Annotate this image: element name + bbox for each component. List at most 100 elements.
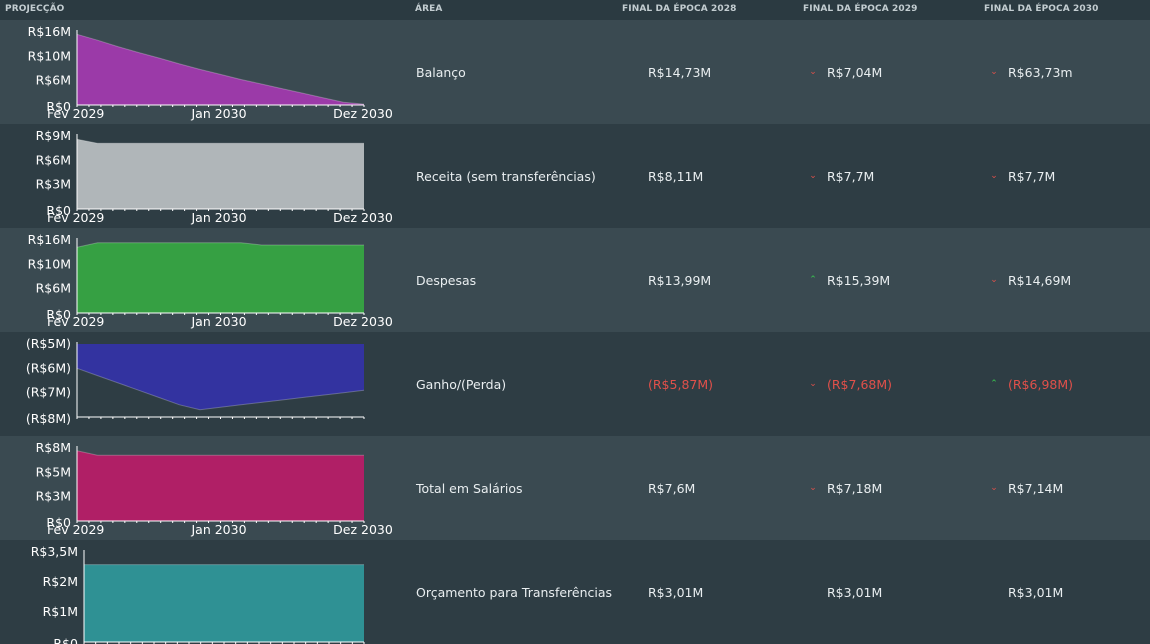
season-2029-value: (R$7,68M) — [827, 376, 893, 392]
chart-area-series — [77, 450, 364, 521]
trend-down-icon: ⌄ — [809, 483, 817, 493]
trend-up-icon: ⌃ — [990, 379, 998, 389]
chart-x-tick-label: Jan 2030 — [190, 106, 246, 121]
chart-x-tick-label: Fev 2029 — [47, 314, 104, 329]
season-2028-value: (R$5,87M) — [648, 376, 714, 392]
season-2028-column-header[interactable]: FINAL DA ÉPOCA 2028 — [622, 4, 737, 14]
season-2029-value-cell: ⌄ R$7,18M — [809, 436, 882, 540]
season-2028-value-cell: R$8,11M — [648, 124, 703, 228]
season-2029-value: R$7,7M — [827, 168, 875, 184]
table-row[interactable]: R$9M R$6M R$3M R$0 Fev 2029 Jan 2030 Dez 2030 R… — [0, 124, 1150, 228]
chart-y-tick-label: R$9M — [36, 128, 71, 143]
trend-down-icon: ⌄ — [990, 171, 998, 181]
chart-series-edge — [76, 242, 364, 248]
table-row[interactable]: R$16M R$10M R$6M R$0 Fev 2029 Jan 2030 Dez 203… — [0, 228, 1150, 332]
table-row[interactable]: R$8M R$5M R$3M R$0 Fev 2029 Jan 2030 Dez 2030 T… — [0, 436, 1150, 540]
season-2030-value: R$3,01M — [1008, 584, 1064, 600]
season-2028-value: R$3,01M — [648, 584, 704, 600]
chart-series-edge — [76, 33, 365, 105]
trend-down-icon: ⌄ — [809, 379, 817, 389]
season-2030-value: R$14,69M — [1008, 272, 1072, 288]
chart-area-series — [77, 34, 364, 105]
season-2030-value-cell: R$3,01M — [990, 540, 1063, 644]
chart-y-tick-label: R$3M — [36, 177, 71, 192]
chart-x-tick-label: Jan 2030 — [190, 314, 246, 329]
chart-y-tick-label: R$16M — [28, 232, 71, 247]
season-2028-value: R$7,6M — [648, 480, 696, 496]
season-2028-value: R$14,73M — [648, 64, 712, 80]
projection-chart: (R$5M) (R$6M) (R$7M) (R$8M) — [26, 336, 365, 426]
season-2029-value-cell: ⌄ R$7,7M — [809, 124, 874, 228]
season-2028-value-cell: R$3,01M — [648, 540, 703, 644]
season-2030-value: R$63,73m — [1008, 64, 1073, 80]
trend-up-icon: ⌃ — [809, 275, 817, 285]
area-label: Total em Salários — [416, 480, 523, 496]
area-column-header[interactable]: ÁREA — [415, 4, 443, 14]
chart-y-tick-label: R$3M — [36, 489, 71, 504]
season-2029-value-cell: ⌄ (R$7,68M) — [809, 332, 892, 436]
season-2030-column-header[interactable]: FINAL DA ÉPOCA 2030 — [984, 4, 1099, 14]
chart-y-tick-label: R$1M — [43, 604, 78, 619]
area-label: Orçamento para Transferências — [416, 584, 613, 600]
chart-x-tick-label: Dez 2030 — [333, 106, 393, 121]
trend-down-icon: ⌄ — [809, 67, 817, 77]
chart-y-tick-label: R$10M — [28, 256, 71, 271]
season-2030-value-cell: ⌃ (R$6,98M) — [990, 332, 1073, 436]
chart-x-tick-label: Fev 2029 — [47, 210, 104, 225]
chart-y-tick-label: R$8M — [36, 440, 71, 455]
chart-y-tick-label: (R$5M) — [26, 336, 71, 351]
chart-y-tick-label: R$3,5M — [31, 544, 78, 559]
season-2029-column-header[interactable]: FINAL DA ÉPOCA 2029 — [803, 4, 918, 14]
chart-y-tick-label: (R$6M) — [26, 360, 71, 375]
chart-y-tick-label: R$6M — [36, 73, 71, 88]
chart-y-tick-label: R$10M — [28, 48, 71, 63]
season-2028-value: R$13,99M — [648, 272, 712, 288]
table-row[interactable]: R$16M R$10M R$6M R$0 Fev 2029 Jan 2030 Dez 203… — [0, 20, 1150, 124]
season-2029-value-cell: ⌄ R$7,04M — [809, 20, 882, 124]
season-2028-value-cell: R$13,99M — [648, 228, 711, 332]
trend-down-icon: ⌄ — [990, 67, 998, 77]
season-2029-value: R$15,39M — [827, 272, 891, 288]
trend-down-icon: ⌄ — [809, 171, 817, 181]
chart-series-edge — [76, 450, 364, 456]
trend-down-icon: ⌄ — [990, 275, 998, 285]
chart-series-edge — [76, 367, 365, 411]
season-2028-value-cell: R$14,73M — [648, 20, 711, 124]
chart-y-tick-label: R$2M — [43, 574, 78, 589]
chart-y-tick-label: R$16M — [28, 24, 71, 39]
chart-y-tick-label: R$6M — [36, 281, 71, 296]
chart-y-tick-label: (R$8M) — [26, 411, 71, 426]
chart-y-tick-label: R$5M — [36, 464, 71, 479]
table-row[interactable]: R$3,5M R$2M R$1M R$0 Orçamento para Transfer… — [0, 540, 1150, 644]
chart-area-series — [77, 139, 364, 209]
season-2030-value: (R$6,98M) — [1008, 376, 1074, 392]
season-2030-value-cell: ⌄ R$7,14M — [990, 436, 1063, 540]
season-2029-value-cell: R$3,01M — [809, 540, 882, 644]
projection-chart: R$3,5M R$2M R$1M R$0 — [31, 544, 365, 644]
area-label: Despesas — [416, 272, 477, 288]
chart-y-tick-label: R$0 — [46, 515, 71, 530]
chart-area-series — [77, 242, 364, 313]
season-2030-value: R$7,14M — [1008, 480, 1064, 496]
season-2030-value-cell: ⌄ R$63,73m — [990, 20, 1073, 124]
chart-y-tick-label: R$0 — [46, 307, 71, 322]
chart-x-tick-label: Dez 2030 — [333, 210, 393, 225]
chart-y-tick-label: R$0 — [46, 99, 71, 114]
area-label: Balanço — [416, 64, 466, 80]
chart-y-tick-label: R$6M — [36, 152, 71, 167]
season-2028-value-cell: R$7,6M — [648, 436, 695, 540]
chart-x-tick-label: Dez 2030 — [333, 522, 393, 537]
chart-area-series — [77, 344, 364, 410]
season-2028-value-cell: (R$5,87M) — [648, 332, 713, 436]
table-row[interactable]: (R$5M) (R$6M) (R$7M) (R$8M) Ganho/(Perda) (R$… — [0, 332, 1150, 436]
chart-x-tick-label: Dez 2030 — [333, 314, 393, 329]
season-2029-value: R$7,04M — [827, 64, 883, 80]
trend-down-icon: ⌄ — [990, 483, 998, 493]
projection-column-header[interactable]: PROJECÇÃO — [5, 4, 65, 14]
chart-x-tick-label: Jan 2030 — [190, 522, 246, 537]
chart-y-tick-label: R$0 — [46, 203, 71, 218]
